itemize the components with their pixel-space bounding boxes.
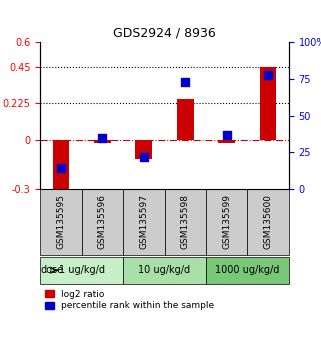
Point <box>100 135 105 141</box>
Bar <box>53 140 69 192</box>
Point <box>141 154 146 159</box>
Text: GSM135595: GSM135595 <box>56 194 65 250</box>
Point <box>224 132 229 137</box>
Bar <box>94 140 111 143</box>
Point <box>265 72 271 78</box>
Point <box>58 165 64 171</box>
FancyBboxPatch shape <box>247 189 289 255</box>
Text: GSM135597: GSM135597 <box>139 194 148 250</box>
Bar <box>218 140 235 143</box>
Text: GSM135598: GSM135598 <box>181 194 190 250</box>
Text: 1 ug/kg/d: 1 ug/kg/d <box>59 265 105 275</box>
Legend: log2 ratio, percentile rank within the sample: log2 ratio, percentile rank within the s… <box>45 290 214 310</box>
Text: 1000 ug/kg/d: 1000 ug/kg/d <box>215 265 280 275</box>
Bar <box>135 140 152 160</box>
FancyBboxPatch shape <box>206 189 247 255</box>
Point <box>183 79 188 85</box>
Bar <box>260 67 276 140</box>
FancyBboxPatch shape <box>165 189 206 255</box>
FancyBboxPatch shape <box>206 257 289 284</box>
FancyBboxPatch shape <box>123 189 165 255</box>
Text: GSM135596: GSM135596 <box>98 194 107 250</box>
Text: 10 ug/kg/d: 10 ug/kg/d <box>138 265 191 275</box>
FancyBboxPatch shape <box>123 257 206 284</box>
FancyBboxPatch shape <box>82 189 123 255</box>
Text: GSM135599: GSM135599 <box>222 194 231 250</box>
Title: GDS2924 / 8936: GDS2924 / 8936 <box>113 27 216 40</box>
FancyBboxPatch shape <box>40 189 82 255</box>
Text: dose: dose <box>41 265 64 275</box>
FancyBboxPatch shape <box>40 257 123 284</box>
Text: GSM135600: GSM135600 <box>264 194 273 250</box>
Bar <box>177 98 194 140</box>
